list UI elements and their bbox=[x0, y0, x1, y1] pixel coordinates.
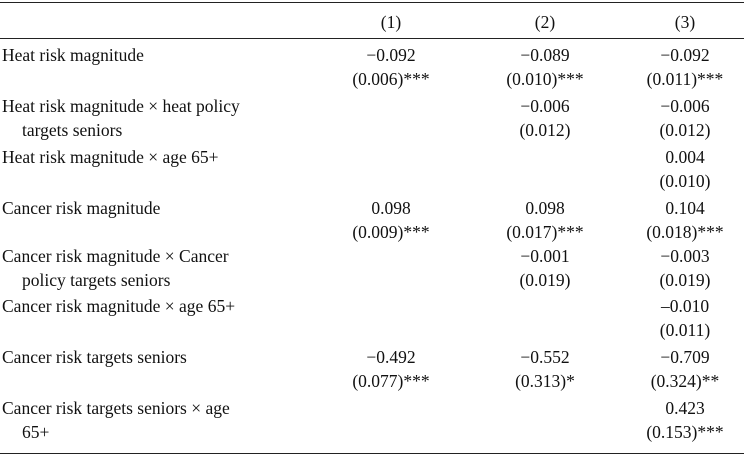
row-label: Cancer risk targets seniors × age bbox=[2, 398, 230, 418]
standard-error: (0.011) bbox=[659, 320, 711, 340]
coefficient: −0.089 bbox=[520, 45, 570, 65]
standard-error: (0.077)*** bbox=[352, 371, 430, 391]
coefficient: −0.001 bbox=[520, 246, 570, 266]
coefficient: 0.098 bbox=[371, 198, 411, 218]
coefficient: −0.552 bbox=[520, 347, 570, 367]
row-label-continued: targets seniors bbox=[22, 120, 123, 140]
row-label: Cancer risk targets seniors bbox=[2, 347, 187, 367]
coefficient: 0.098 bbox=[525, 198, 565, 218]
standard-error: (0.012) bbox=[659, 120, 711, 140]
column-header-3: (3) bbox=[674, 12, 696, 32]
top-rule bbox=[0, 2, 744, 3]
coefficient: −0.709 bbox=[660, 347, 710, 367]
coefficient: –0.010 bbox=[660, 296, 710, 316]
standard-error: (0.006)*** bbox=[352, 69, 430, 89]
coefficient: −0.092 bbox=[366, 45, 416, 65]
coefficient: −0.092 bbox=[660, 45, 710, 65]
row-label-continued: 65+ bbox=[22, 422, 50, 442]
coefficient: −0.492 bbox=[366, 347, 416, 367]
standard-error: (0.018)*** bbox=[646, 222, 724, 242]
standard-error: (0.011)*** bbox=[646, 69, 724, 89]
coefficient: 0.423 bbox=[665, 398, 705, 418]
coefficient: −0.003 bbox=[660, 246, 710, 266]
row-label: Heat risk magnitude × age 65+ bbox=[2, 147, 219, 167]
row-label-continued: policy targets seniors bbox=[22, 270, 171, 290]
coefficient: −0.006 bbox=[520, 96, 570, 116]
column-header-2: (2) bbox=[534, 12, 556, 32]
bottom-rule bbox=[0, 453, 744, 454]
standard-error: (0.009)*** bbox=[352, 222, 430, 242]
standard-error: (0.324)** bbox=[650, 371, 720, 391]
row-label: Cancer risk magnitude × age 65+ bbox=[2, 296, 236, 316]
coefficient: −0.006 bbox=[660, 96, 710, 116]
standard-error: (0.019) bbox=[519, 270, 571, 290]
standard-error: (0.019) bbox=[659, 270, 711, 290]
standard-error: (0.313)* bbox=[515, 371, 575, 391]
header-rule bbox=[0, 38, 744, 39]
standard-error: (0.010) bbox=[659, 171, 711, 191]
standard-error: (0.012) bbox=[519, 120, 571, 140]
column-header-1: (1) bbox=[380, 12, 402, 32]
coefficient: 0.004 bbox=[665, 147, 705, 167]
standard-error: (0.153)*** bbox=[646, 422, 724, 442]
row-label: Heat risk magnitude × heat policy bbox=[2, 96, 240, 116]
row-label: Cancer risk magnitude × Cancer bbox=[2, 246, 229, 266]
standard-error: (0.017)*** bbox=[506, 222, 584, 242]
standard-error: (0.010)*** bbox=[506, 69, 584, 89]
row-label: Cancer risk magnitude bbox=[2, 198, 161, 218]
coefficient: 0.104 bbox=[665, 198, 705, 218]
row-label: Heat risk magnitude bbox=[2, 45, 144, 65]
